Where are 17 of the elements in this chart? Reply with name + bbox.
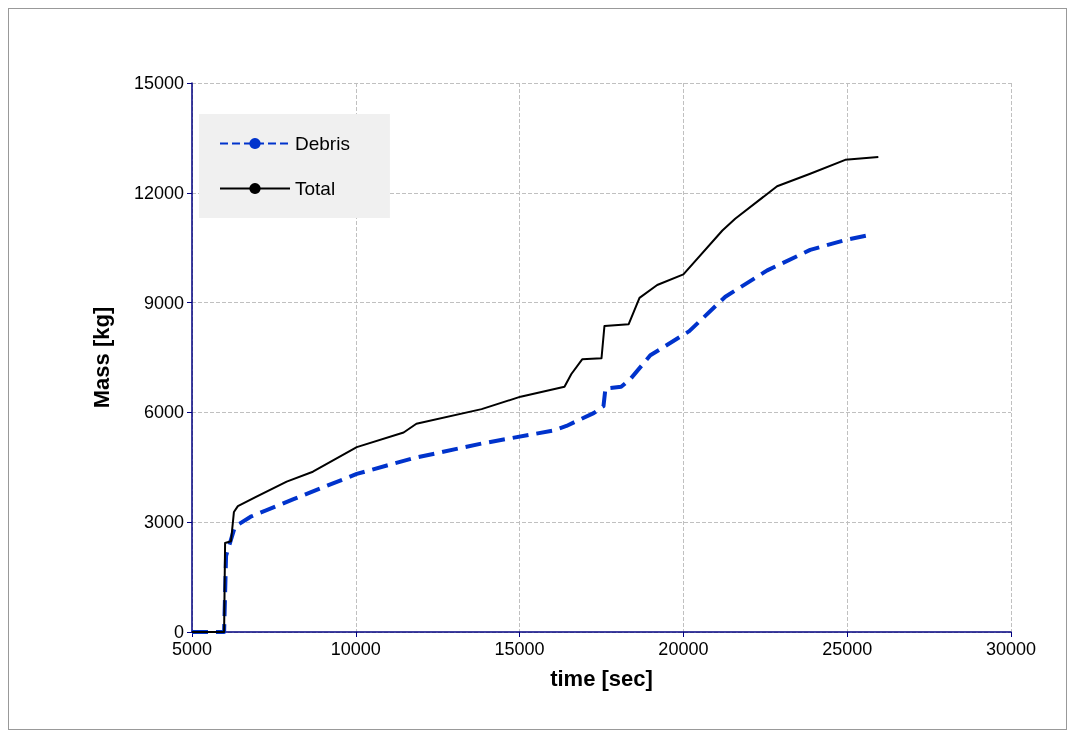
x-tick-label: 10000 — [330, 639, 381, 659]
x-tick-label: 5000 — [171, 639, 213, 659]
line-series — [191, 155, 880, 633]
y-tick-label: 12000 — [133, 182, 184, 203]
legend-label: Debris — [295, 133, 350, 154]
x-axis-title: time [sec] — [550, 665, 653, 691]
y-tick-label: 0 — [173, 622, 184, 642]
y-tick-label: 6000 — [143, 402, 184, 423]
legend-label: Total — [295, 178, 336, 199]
x-tick-label: 20000 — [658, 639, 709, 659]
x-tick-label: 15000 — [494, 639, 545, 659]
y-axis-title: Mass [kg] — [88, 306, 114, 409]
y-tick-label: 15000 — [133, 73, 184, 93]
y-tick-label: 9000 — [143, 292, 184, 313]
x-tick-label: 25000 — [822, 639, 873, 659]
x-tick-label: 30000 — [985, 639, 1037, 659]
y-tick-label: 3000 — [143, 512, 184, 533]
